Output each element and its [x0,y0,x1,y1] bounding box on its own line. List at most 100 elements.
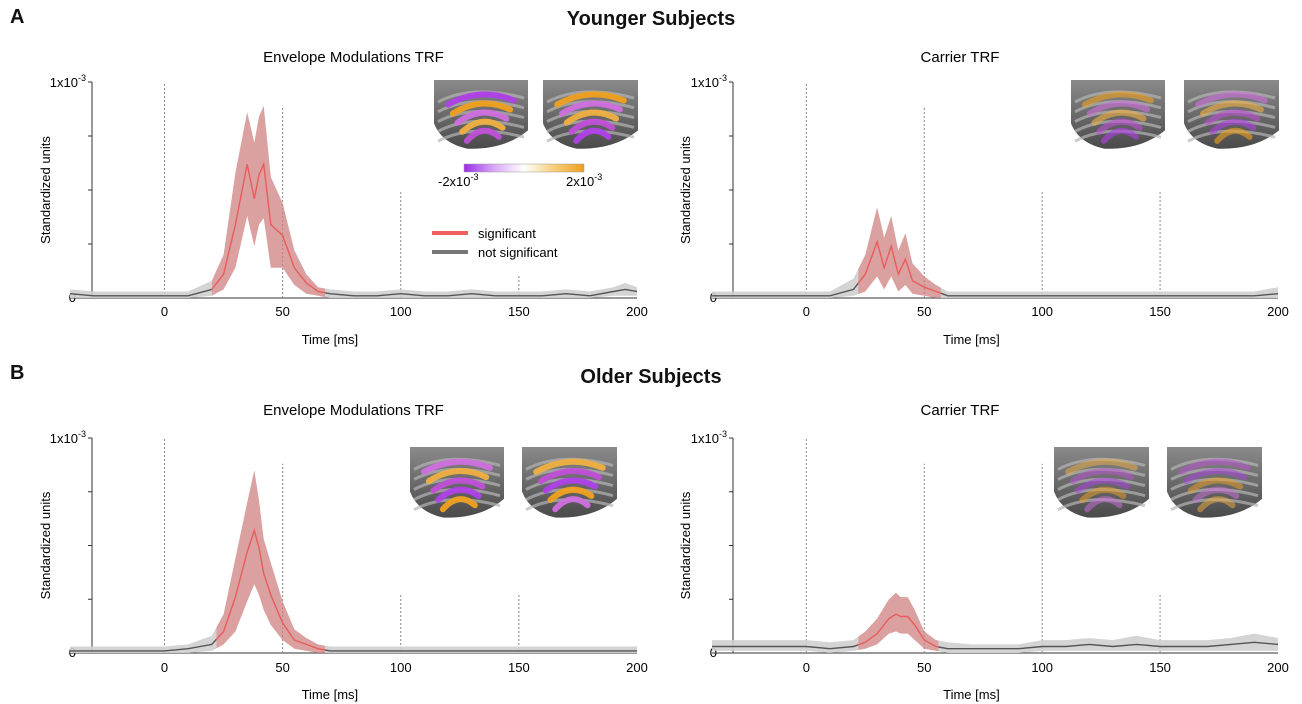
brain-activation-band [1079,486,1127,503]
x-axis-label: Time [ms] [302,332,359,347]
y-tick-label-top: 1x10-3 [50,73,86,90]
nonsignificant-band [325,645,637,653]
brain-activation-band [563,109,620,126]
x-tick-label: 200 [626,304,648,319]
x-tick-label: 50 [917,660,931,675]
x-tick-label: 50 [275,304,289,319]
y-tick-label-top: 1x10-3 [50,429,86,446]
colorbar-gradient [463,163,585,173]
brain-activation-band [1070,468,1134,485]
colorbar: -2x10-3 2x10-3 [438,163,602,189]
y-axis-label: Standardized units [678,136,693,244]
brain-inset-right [522,447,617,518]
brain-inset-left [1054,447,1149,518]
nonsignificant-line [712,282,859,297]
brain-activation-band [425,468,490,485]
brain-activation-band [1200,100,1264,117]
y-axis-label: Standardized units [38,491,53,599]
brain-activation-band [1192,486,1240,503]
brain-activation-band [1065,458,1138,475]
x-tick-label: 150 [1149,660,1171,675]
chart-title: Carrier TRF [921,49,1000,66]
chart-title: Envelope Modulations TRF [263,402,444,419]
brain-activation-band [1178,458,1251,475]
x-tick-label: 150 [1149,304,1171,319]
chart-title: Carrier TRF [921,402,1000,419]
y-axis-label: Standardized units [38,136,53,244]
brain-activation-band [445,91,517,108]
x-tick-label: 100 [390,304,412,319]
colorbar-max-label: 2x10-3 [566,172,602,189]
brain-activation-band [449,100,514,117]
x-tick-label: 200 [626,660,648,675]
panel-letter-a: A [10,6,25,28]
x-tick-label: 100 [1031,304,1053,319]
brain-activation-band [542,477,599,494]
chart-title: Envelope Modulations TRF [263,49,444,66]
brain-activation-band [435,486,482,503]
brain-activation-band [1091,109,1147,126]
x-tick-label: 0 [803,660,810,675]
brain-inset-right [1167,447,1262,518]
brain-activation-band [439,496,478,513]
brain-activation-band [552,496,591,513]
colorbar-min-base: -2x10 [438,174,471,189]
brain-activation-band [1209,118,1257,135]
brain-activation-band [1214,127,1253,144]
x-tick-label: 200 [1267,660,1289,675]
brain-inset-left [1071,80,1165,149]
brain-activation-band [1183,468,1247,485]
brain-activation-band [554,91,627,108]
brain-activation-band [1082,91,1154,108]
nonsignificant-line [938,641,1279,650]
x-axis-label: Time [ms] [302,687,359,702]
y-tick-label-top: 1x10-3 [691,429,727,446]
brain-activation-band [1084,496,1123,513]
nonsignificant-band [70,627,217,653]
y-axis-label: Standardized units [678,491,693,599]
nonsignificant-line [69,288,212,297]
nonsignificant-line [712,644,859,650]
x-tick-label: 0 [803,304,810,319]
x-tick-label: 0 [161,304,168,319]
row-title-younger: Younger Subjects [566,8,736,30]
panel-letter-b: B [10,362,25,384]
legend-significant-label: significant [478,226,536,241]
brain-activation-band [547,486,595,503]
brain-activation-band [454,109,510,126]
x-axis-label: Time [ms] [943,332,1000,347]
colorbar-max-exp: -3 [594,172,602,182]
brain-activation-band [459,118,506,135]
brain-activation-band [1074,477,1131,494]
brain-activation-band [421,458,493,475]
brain-activation-band [1204,109,1261,126]
row-title-older: Older Subjects [580,366,722,388]
x-tick-label: 200 [1267,304,1289,319]
x-tick-label: 50 [275,660,289,675]
colorbar-min-label: -2x10-3 [438,172,479,189]
x-tick-label: 0 [161,660,168,675]
colorbar-max-base: 2x10 [566,174,594,189]
significant-band [858,592,939,652]
x-tick-label: 50 [917,304,931,319]
nonsignificant-line [940,292,1279,297]
brain-activation-band [1187,477,1244,494]
brain-activation-band [568,118,616,135]
significant-band [858,207,941,298]
brain-activation-band [1197,496,1236,513]
brain-activation-band [1195,91,1268,108]
significant-line [857,239,942,294]
brain-inset-right [543,80,638,149]
x-tick-label: 100 [390,660,412,675]
brain-inset-left [434,80,528,149]
nonsignificant-line [70,638,218,652]
brain-inset-right [1184,80,1279,149]
nonsignificant-line [324,288,638,297]
chart-panel-1: Envelope Modulations TRF 1x10-3 0 Standardi… [38,49,648,347]
brain-activation-band [1086,100,1151,117]
brain-activation-band [430,477,486,494]
brain-activation-band [538,468,602,485]
